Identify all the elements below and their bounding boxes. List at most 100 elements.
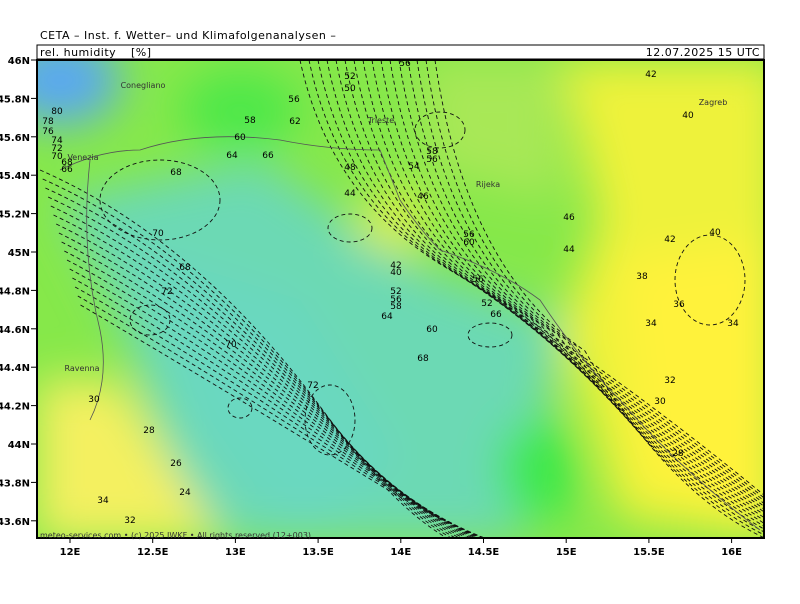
lon-tick-label: 13.5E [302,547,334,558]
lat-tick-label: 44.2N [0,402,30,413]
contour-line [42,178,453,538]
contour-label: 30 [88,395,100,405]
contour-label: 42 [645,70,656,80]
contour-line [53,214,468,538]
contour-line [353,60,764,513]
contour-line [317,60,764,502]
contour-line [362,60,764,516]
contour-ring [674,234,746,326]
lat-tick-label: 45.2N [0,210,30,221]
contour-label: 48 [344,163,356,173]
lat-tick-label: 45.6N [0,133,30,144]
contour-label: 60 [234,133,246,143]
lat-tick-label: 43.6N [0,517,30,528]
contour-line [326,60,764,505]
city-label: Venezia [67,153,98,162]
footer: meteo-services.com • (c) 2025 IWKF • All… [40,531,311,540]
coastline-west [86,159,104,421]
lat-tick-label: 45.8N [0,94,30,105]
contour-label: 38 [636,272,648,282]
lat-tick-label: 44.6N [0,325,30,336]
lon-tick-label: 12.5E [137,547,169,558]
contour-label: 24 [179,488,191,498]
contour-label: 66 [262,151,274,161]
contour-label: 36 [673,300,685,310]
lat-tick-label: 44N [8,440,30,451]
contour-label: 62 [289,117,300,127]
contour-label: 78 [42,117,54,127]
humidity-field [37,60,764,538]
contour-line [74,286,486,538]
lon-tick-label: 14E [390,547,411,558]
contour-label: 40 [682,111,694,121]
contour-ring [414,111,466,149]
contour-label: 68 [61,158,73,168]
contour-label: 56 [426,155,438,165]
contour-label: 26 [170,459,182,469]
contour-label: 72 [51,144,62,154]
parameter-unit: [%] [131,46,152,59]
contour-line [407,60,764,530]
contour-label: 66 [490,310,502,320]
contour-ring [129,304,171,336]
contour-label: 44 [344,189,356,199]
contour-ring [304,384,356,456]
contour-ring [327,213,373,243]
city-label: Conegliano [121,81,166,90]
contour-label: 52 [344,72,355,82]
contour-label: 34 [97,496,109,506]
contour-label: 60 [463,238,475,248]
contour-line [380,60,764,521]
contour-line [66,259,482,538]
contour-ring [227,397,253,419]
lat-tick-label: 43.8N [0,478,30,489]
contours [39,60,764,538]
contour-ring [99,159,221,241]
contour-label: 56 [399,59,411,69]
contour-line [389,60,764,524]
contour-label: 76 [42,127,54,137]
contour-label: 34 [727,319,739,329]
contour-label: 32 [124,516,135,526]
coastline [59,136,761,531]
contour-label: 42 [664,235,675,245]
contour-label: 54 [408,162,420,172]
contour-label: 72 [307,381,318,391]
lon-tick-label: 15.5E [633,547,665,558]
contour-label: 50 [344,84,356,94]
contour-label: 68 [179,263,191,273]
contour-label: 70 [152,229,164,239]
lon-tick-label: 16E [721,547,742,558]
contour-label: 56 [288,95,300,105]
contour-line [335,60,764,507]
contour-label: 56 [463,230,475,240]
contour-label: 64 [226,151,238,161]
contour-line [47,196,461,538]
contour-label: 40 [709,228,721,238]
contour-line [398,60,764,527]
contour-ring [467,322,513,348]
contour-label: 72 [161,287,172,297]
contour-label: 44 [563,245,575,255]
contour-label: 68 [417,354,429,364]
contour-label: 70 [51,152,63,162]
contour-label: 40 [390,268,402,278]
contour-label: 30 [654,397,666,407]
lat-tick-label: 46N [8,56,30,67]
contour-labels: 8078767472706866586064566266685250564844… [42,59,739,526]
city-label: Ravenna [65,364,100,373]
contour-label: 52 [390,287,401,297]
lat-tick-label: 45N [8,248,30,259]
contour-line [69,268,484,538]
contour-label: 58 [426,147,438,157]
contour-line [58,232,475,538]
lon-tick-label: 15E [556,547,577,558]
contour-label: 58 [390,302,402,312]
valid-time: 12.07.2025 15 UTC [646,46,760,59]
city-label: Zagreb [699,98,728,107]
city-label: Rijeka [476,180,500,189]
contour-line [72,277,485,538]
contour-label: 68 [170,168,182,178]
contour-label: 66 [61,165,73,175]
